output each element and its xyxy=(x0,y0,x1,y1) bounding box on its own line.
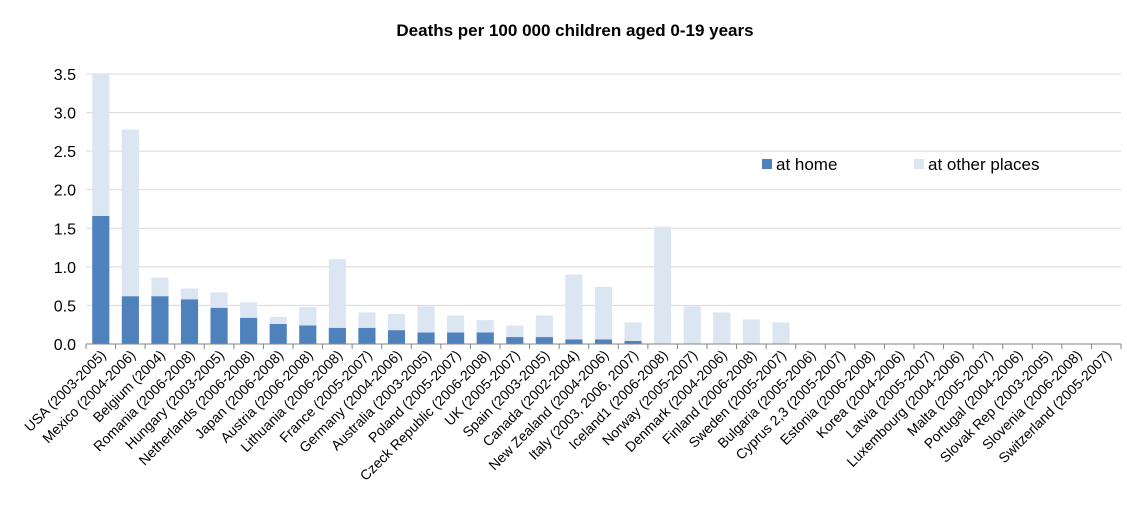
bar-at-home xyxy=(299,325,317,344)
y-tick-label: 0.0 xyxy=(54,337,76,354)
bar-at-other-places xyxy=(180,288,199,300)
bar-at-other-places xyxy=(240,302,258,318)
bar-at-other-places xyxy=(358,312,376,328)
bar-at-other-places xyxy=(624,322,642,341)
bar-at-home xyxy=(180,299,199,344)
bar-at-other-places xyxy=(328,259,346,328)
bar-at-home xyxy=(240,317,258,344)
bar-at-other-places xyxy=(92,74,110,216)
bar-at-other-places xyxy=(594,286,613,340)
bar-at-home xyxy=(151,296,169,344)
bar-at-home xyxy=(92,215,110,344)
bar-at-other-places xyxy=(565,274,583,340)
y-tick-label: 1.0 xyxy=(54,260,76,277)
legend-label: at home xyxy=(776,155,837,174)
bar-at-other-places xyxy=(772,322,790,344)
legend: at home at other places xyxy=(762,155,1040,174)
bar-at-home xyxy=(121,296,139,344)
bar-at-other-places xyxy=(713,312,731,344)
legend-swatch-at-home xyxy=(762,159,772,169)
y-tick-label: 2.0 xyxy=(54,183,76,200)
legend-swatch-at-other-places xyxy=(914,159,924,169)
y-tick-label: 1.5 xyxy=(54,221,76,238)
y-axis: 0.0 0.5 1.0 1.5 2.0 2.5 3.0 3.5 xyxy=(54,67,76,354)
bar-at-home xyxy=(476,332,494,344)
legend-label: at other places xyxy=(928,155,1040,174)
y-tick-label: 3.0 xyxy=(54,106,76,123)
y-tick-label: 0.5 xyxy=(54,298,76,315)
bar-at-other-places xyxy=(506,325,524,338)
bar-at-home xyxy=(624,340,642,344)
bar-at-home xyxy=(565,339,583,344)
bar-at-home xyxy=(358,327,376,344)
bar-at-other-places xyxy=(387,313,406,331)
bar-at-home xyxy=(594,339,613,344)
bar-at-other-places xyxy=(742,319,760,344)
y-tick-label: 3.5 xyxy=(54,67,76,84)
chart-title: Deaths per 100 000 children aged 0-19 ye… xyxy=(396,21,753,40)
bar-at-home xyxy=(328,327,346,344)
y-tick-label: 2.5 xyxy=(54,144,76,161)
bar-at-home xyxy=(506,337,524,344)
x-axis: USA (2003-2005)Mexico (2004-2006)Belgium… xyxy=(21,343,1122,484)
bar-at-home xyxy=(535,337,553,344)
bar-at-other-places xyxy=(654,226,672,344)
bar-at-other-places xyxy=(447,315,465,333)
grid-lines xyxy=(86,73,1121,306)
bar-at-other-places xyxy=(151,277,169,297)
bar-at-other-places xyxy=(210,292,228,308)
bar-at-home xyxy=(269,323,287,344)
bar-at-other-places xyxy=(121,129,139,297)
bar-at-other-places xyxy=(417,306,435,333)
bar-at-other-places xyxy=(683,306,701,344)
bar-at-home xyxy=(447,332,465,344)
bars xyxy=(92,74,790,344)
bar-at-home xyxy=(387,330,406,344)
bar-at-other-places xyxy=(299,306,317,326)
bar-at-home xyxy=(417,332,435,344)
bar-at-other-places xyxy=(269,317,287,324)
bar-at-home xyxy=(210,307,228,344)
bar-at-other-places xyxy=(476,320,494,333)
bar-at-other-places xyxy=(535,315,553,338)
